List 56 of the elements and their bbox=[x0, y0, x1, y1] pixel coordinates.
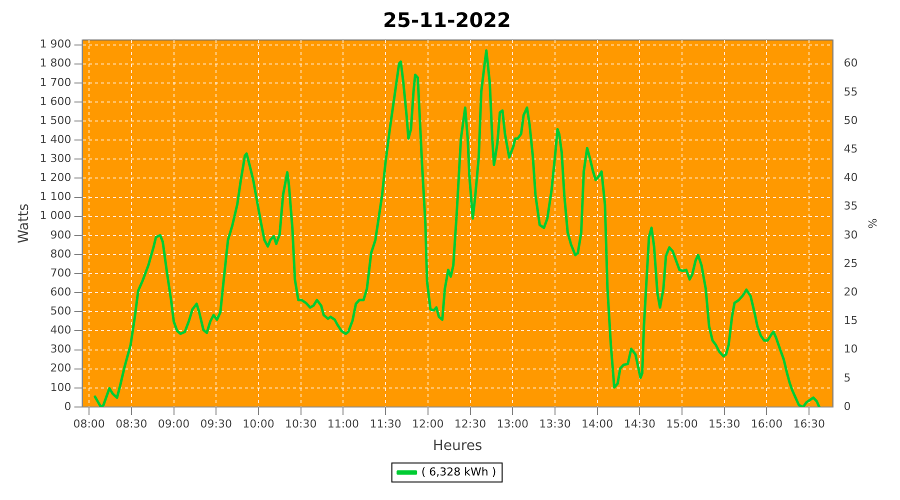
y2-tick-label: 15 bbox=[844, 314, 858, 328]
y-tick-label: 1 700 bbox=[40, 76, 72, 89]
x-tick-label: 11:30 bbox=[370, 417, 402, 430]
y2-tick-label: 0 bbox=[844, 400, 851, 413]
y-tick-label: 1 800 bbox=[40, 56, 72, 70]
x-tick-label: 16:30 bbox=[793, 417, 825, 430]
chart-title: 25-11-2022 bbox=[383, 8, 511, 32]
y2-tick-label: 45 bbox=[844, 142, 858, 156]
y-tick-label: 1 000 bbox=[40, 209, 72, 222]
y-tick-label: 1 900 bbox=[40, 38, 72, 51]
y2-tick-label: 20 bbox=[844, 285, 858, 298]
x-tick-label: 09:30 bbox=[200, 417, 232, 430]
legend-label: ( 6,328 kWh ) bbox=[421, 465, 496, 478]
y-tick-label: 800 bbox=[50, 247, 72, 260]
y2-tick-label: 10 bbox=[844, 342, 858, 356]
y-tick-label: 0 bbox=[64, 400, 72, 413]
x-tick-label: 10:00 bbox=[242, 417, 274, 430]
x-tick-label: 16:00 bbox=[750, 417, 783, 430]
y-tick-label: 1 400 bbox=[40, 132, 72, 146]
x-tick-label: 10:30 bbox=[284, 417, 317, 430]
x-tick-label: 15:00 bbox=[666, 417, 698, 430]
y2-tick-label: 40 bbox=[844, 171, 858, 184]
y-tick-label: 1 500 bbox=[40, 114, 72, 127]
x-tick-label: 13:00 bbox=[496, 417, 528, 430]
y2-tick-label: 5 bbox=[844, 371, 851, 384]
x-tick-label: 11:00 bbox=[327, 417, 360, 430]
y-axis-title: Watts bbox=[16, 204, 32, 244]
y2-tick-label: 55 bbox=[844, 85, 858, 98]
x-tick-label: 12:30 bbox=[454, 417, 486, 430]
x-tick-label: 08:30 bbox=[116, 417, 148, 430]
y-tick-label: 400 bbox=[50, 324, 72, 337]
y2-tick-label: 30 bbox=[844, 228, 858, 242]
x-tick-label: 13:30 bbox=[539, 417, 571, 430]
x-tick-label: 08:00 bbox=[73, 417, 105, 430]
y-tick-label: 1 200 bbox=[40, 171, 72, 184]
x-tick-label: 09:00 bbox=[158, 417, 190, 430]
y2-tick-label: 25 bbox=[844, 256, 858, 270]
x-tick-label: 15:30 bbox=[708, 417, 740, 430]
x-tick-label: 14:30 bbox=[624, 417, 656, 430]
y2-tick-label: 50 bbox=[844, 114, 858, 127]
y-tick-label: 1 300 bbox=[40, 152, 72, 166]
y-tick-label: 600 bbox=[50, 285, 72, 298]
y-tick-label: 900 bbox=[50, 228, 72, 242]
y-tick-label: 100 bbox=[50, 380, 72, 394]
y-tick-label: 300 bbox=[50, 342, 72, 356]
x-tick-label: 14:00 bbox=[581, 417, 614, 430]
y2-tick-label: 35 bbox=[844, 200, 858, 213]
y2-tick-label: 60 bbox=[844, 56, 858, 70]
y-tick-label: 500 bbox=[50, 304, 72, 318]
y-tick-label: 200 bbox=[50, 362, 72, 375]
y-tick-label: 1 100 bbox=[40, 190, 72, 204]
x-tick-label: 12:00 bbox=[412, 417, 444, 430]
y-tick-label: 1 600 bbox=[40, 94, 72, 108]
x-axis-title: Heures bbox=[432, 438, 482, 454]
y2-axis-title: % bbox=[866, 218, 879, 229]
y-tick-label: 700 bbox=[50, 266, 72, 280]
